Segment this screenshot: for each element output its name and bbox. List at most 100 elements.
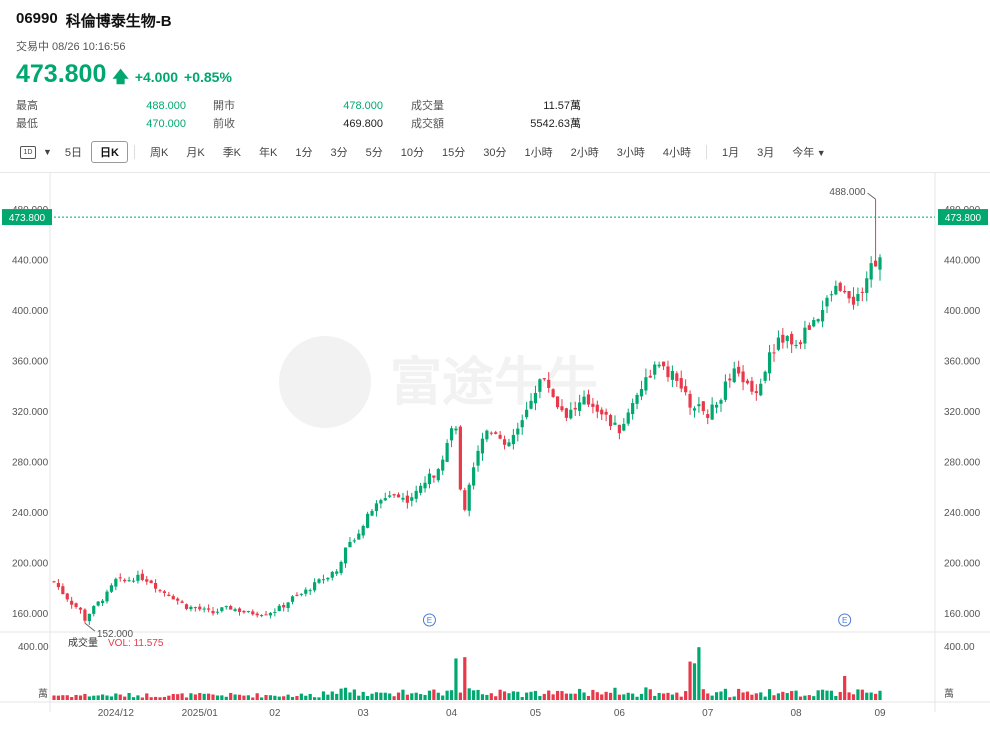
volume-bar xyxy=(321,691,326,700)
volume-bar xyxy=(224,696,228,700)
candle-body xyxy=(613,422,617,425)
period-tab-5[interactable]: 年K xyxy=(259,147,278,159)
period-tab-17[interactable]: 3月 xyxy=(757,147,775,159)
price-change-pct: +0.85% xyxy=(184,69,232,85)
period-tab-4[interactable]: 季K xyxy=(222,147,242,159)
volume-bar xyxy=(184,697,189,700)
x-axis-label: 05 xyxy=(530,708,542,719)
volume-bar xyxy=(547,690,551,700)
candle-body xyxy=(723,381,728,400)
volume-bar xyxy=(714,692,719,700)
candle-body xyxy=(162,591,167,594)
period-tab-2[interactable]: 周K xyxy=(150,147,169,159)
toolbar-separator xyxy=(706,145,707,159)
period-tab-6[interactable]: 1分 xyxy=(295,147,313,159)
volume-bar xyxy=(582,692,586,700)
volume-bar xyxy=(476,689,480,700)
low-value: 470.000 xyxy=(146,118,186,130)
candle-body xyxy=(458,426,462,490)
candle-body xyxy=(427,473,432,485)
volume-bar xyxy=(189,693,193,700)
quote-row: 473.800 🡅 +4.000 +0.85% xyxy=(16,60,232,93)
period-tab-15[interactable]: 4小時 xyxy=(662,147,691,159)
volume-bar xyxy=(878,690,882,700)
volume-bar xyxy=(538,696,542,700)
candle-body xyxy=(631,403,635,415)
volume-bar xyxy=(149,697,153,700)
candle-body xyxy=(335,571,339,574)
volume-bar xyxy=(343,687,348,700)
candle-body xyxy=(74,603,78,608)
event-marker-label: E xyxy=(427,616,432,625)
period-tab-0[interactable]: 5日 xyxy=(64,147,83,159)
volume-bar xyxy=(65,695,69,700)
volume-bar xyxy=(383,692,387,700)
volume-bar xyxy=(180,693,184,700)
candle-body xyxy=(83,609,87,621)
y-tick-left: 320.000 xyxy=(12,407,49,418)
volume-bar xyxy=(215,695,220,700)
candle-body xyxy=(754,391,758,394)
volume-bar xyxy=(330,691,334,700)
period-tab-3[interactable]: 月K xyxy=(186,147,205,159)
chart-type-selector[interactable]: 1D ▼ xyxy=(16,143,56,162)
volume-bar xyxy=(564,693,568,700)
volume-bar xyxy=(608,692,613,700)
candle-body xyxy=(502,439,507,445)
y-tick-right: 280.000 xyxy=(944,458,981,469)
volume-bar xyxy=(759,692,763,700)
candle-body xyxy=(136,574,140,581)
candle-body xyxy=(732,368,736,383)
candle-body xyxy=(794,344,798,346)
period-tab-7[interactable]: 3分 xyxy=(330,147,348,159)
volume-bar xyxy=(78,695,83,700)
period-tab-9[interactable]: 10分 xyxy=(400,147,424,159)
volume-bar xyxy=(701,689,705,700)
candle-body xyxy=(374,503,379,512)
volume-bar xyxy=(750,694,754,700)
candle-body xyxy=(679,378,683,389)
candle-body xyxy=(706,414,710,418)
volume-bar xyxy=(670,694,674,700)
candle-body xyxy=(692,408,697,411)
candle-body xyxy=(206,608,211,610)
candle-body xyxy=(666,366,670,378)
volume-bar xyxy=(56,695,61,700)
period-tab-12[interactable]: 1小時 xyxy=(524,147,553,159)
candle-body xyxy=(675,373,679,381)
candle-body xyxy=(719,400,723,404)
volume-bar xyxy=(737,688,741,700)
x-axis-label: 07 xyxy=(702,708,714,719)
period-tab-10[interactable]: 15分 xyxy=(442,147,466,159)
candle-body xyxy=(538,379,542,392)
volume-bar xyxy=(61,695,65,700)
candle-body xyxy=(582,396,586,405)
volume-bar xyxy=(441,695,445,700)
period-tab-14[interactable]: 3小時 xyxy=(616,147,645,159)
candle-body xyxy=(790,333,794,345)
watermark-logo xyxy=(279,336,371,428)
candle-body xyxy=(180,601,184,603)
kline-chart[interactable]: 富途牛牛 160.000 160.000 200.000 200.000 240.000 2… xyxy=(0,172,990,732)
x-axis-label: 06 xyxy=(614,708,626,719)
period-tab-13[interactable]: 2小時 xyxy=(570,147,599,159)
candle-body xyxy=(246,611,250,613)
last-price-label-left: 473.800 xyxy=(9,213,46,224)
toolbar-divider xyxy=(0,172,990,173)
period-tab-8[interactable]: 5分 xyxy=(365,147,383,159)
high-value: 488.000 xyxy=(146,100,186,112)
volume-bar xyxy=(851,694,856,700)
period-tab-1[interactable]: 日K xyxy=(91,141,128,163)
period-tab-16[interactable]: 1月 xyxy=(722,147,740,159)
period-tab-18[interactable]: 今年 ▼ xyxy=(792,147,826,159)
candle-body xyxy=(127,580,131,582)
candle-body xyxy=(370,510,374,516)
period-tab-11[interactable]: 30分 xyxy=(483,147,507,159)
volume-bar xyxy=(626,692,630,700)
volume-tick-bottom-right: 萬 xyxy=(944,687,954,700)
candle-body xyxy=(189,606,193,610)
candle-body xyxy=(595,404,599,412)
volume-bar xyxy=(494,696,498,700)
volume-bar xyxy=(525,692,529,700)
price-change: +4.000 xyxy=(134,69,179,85)
